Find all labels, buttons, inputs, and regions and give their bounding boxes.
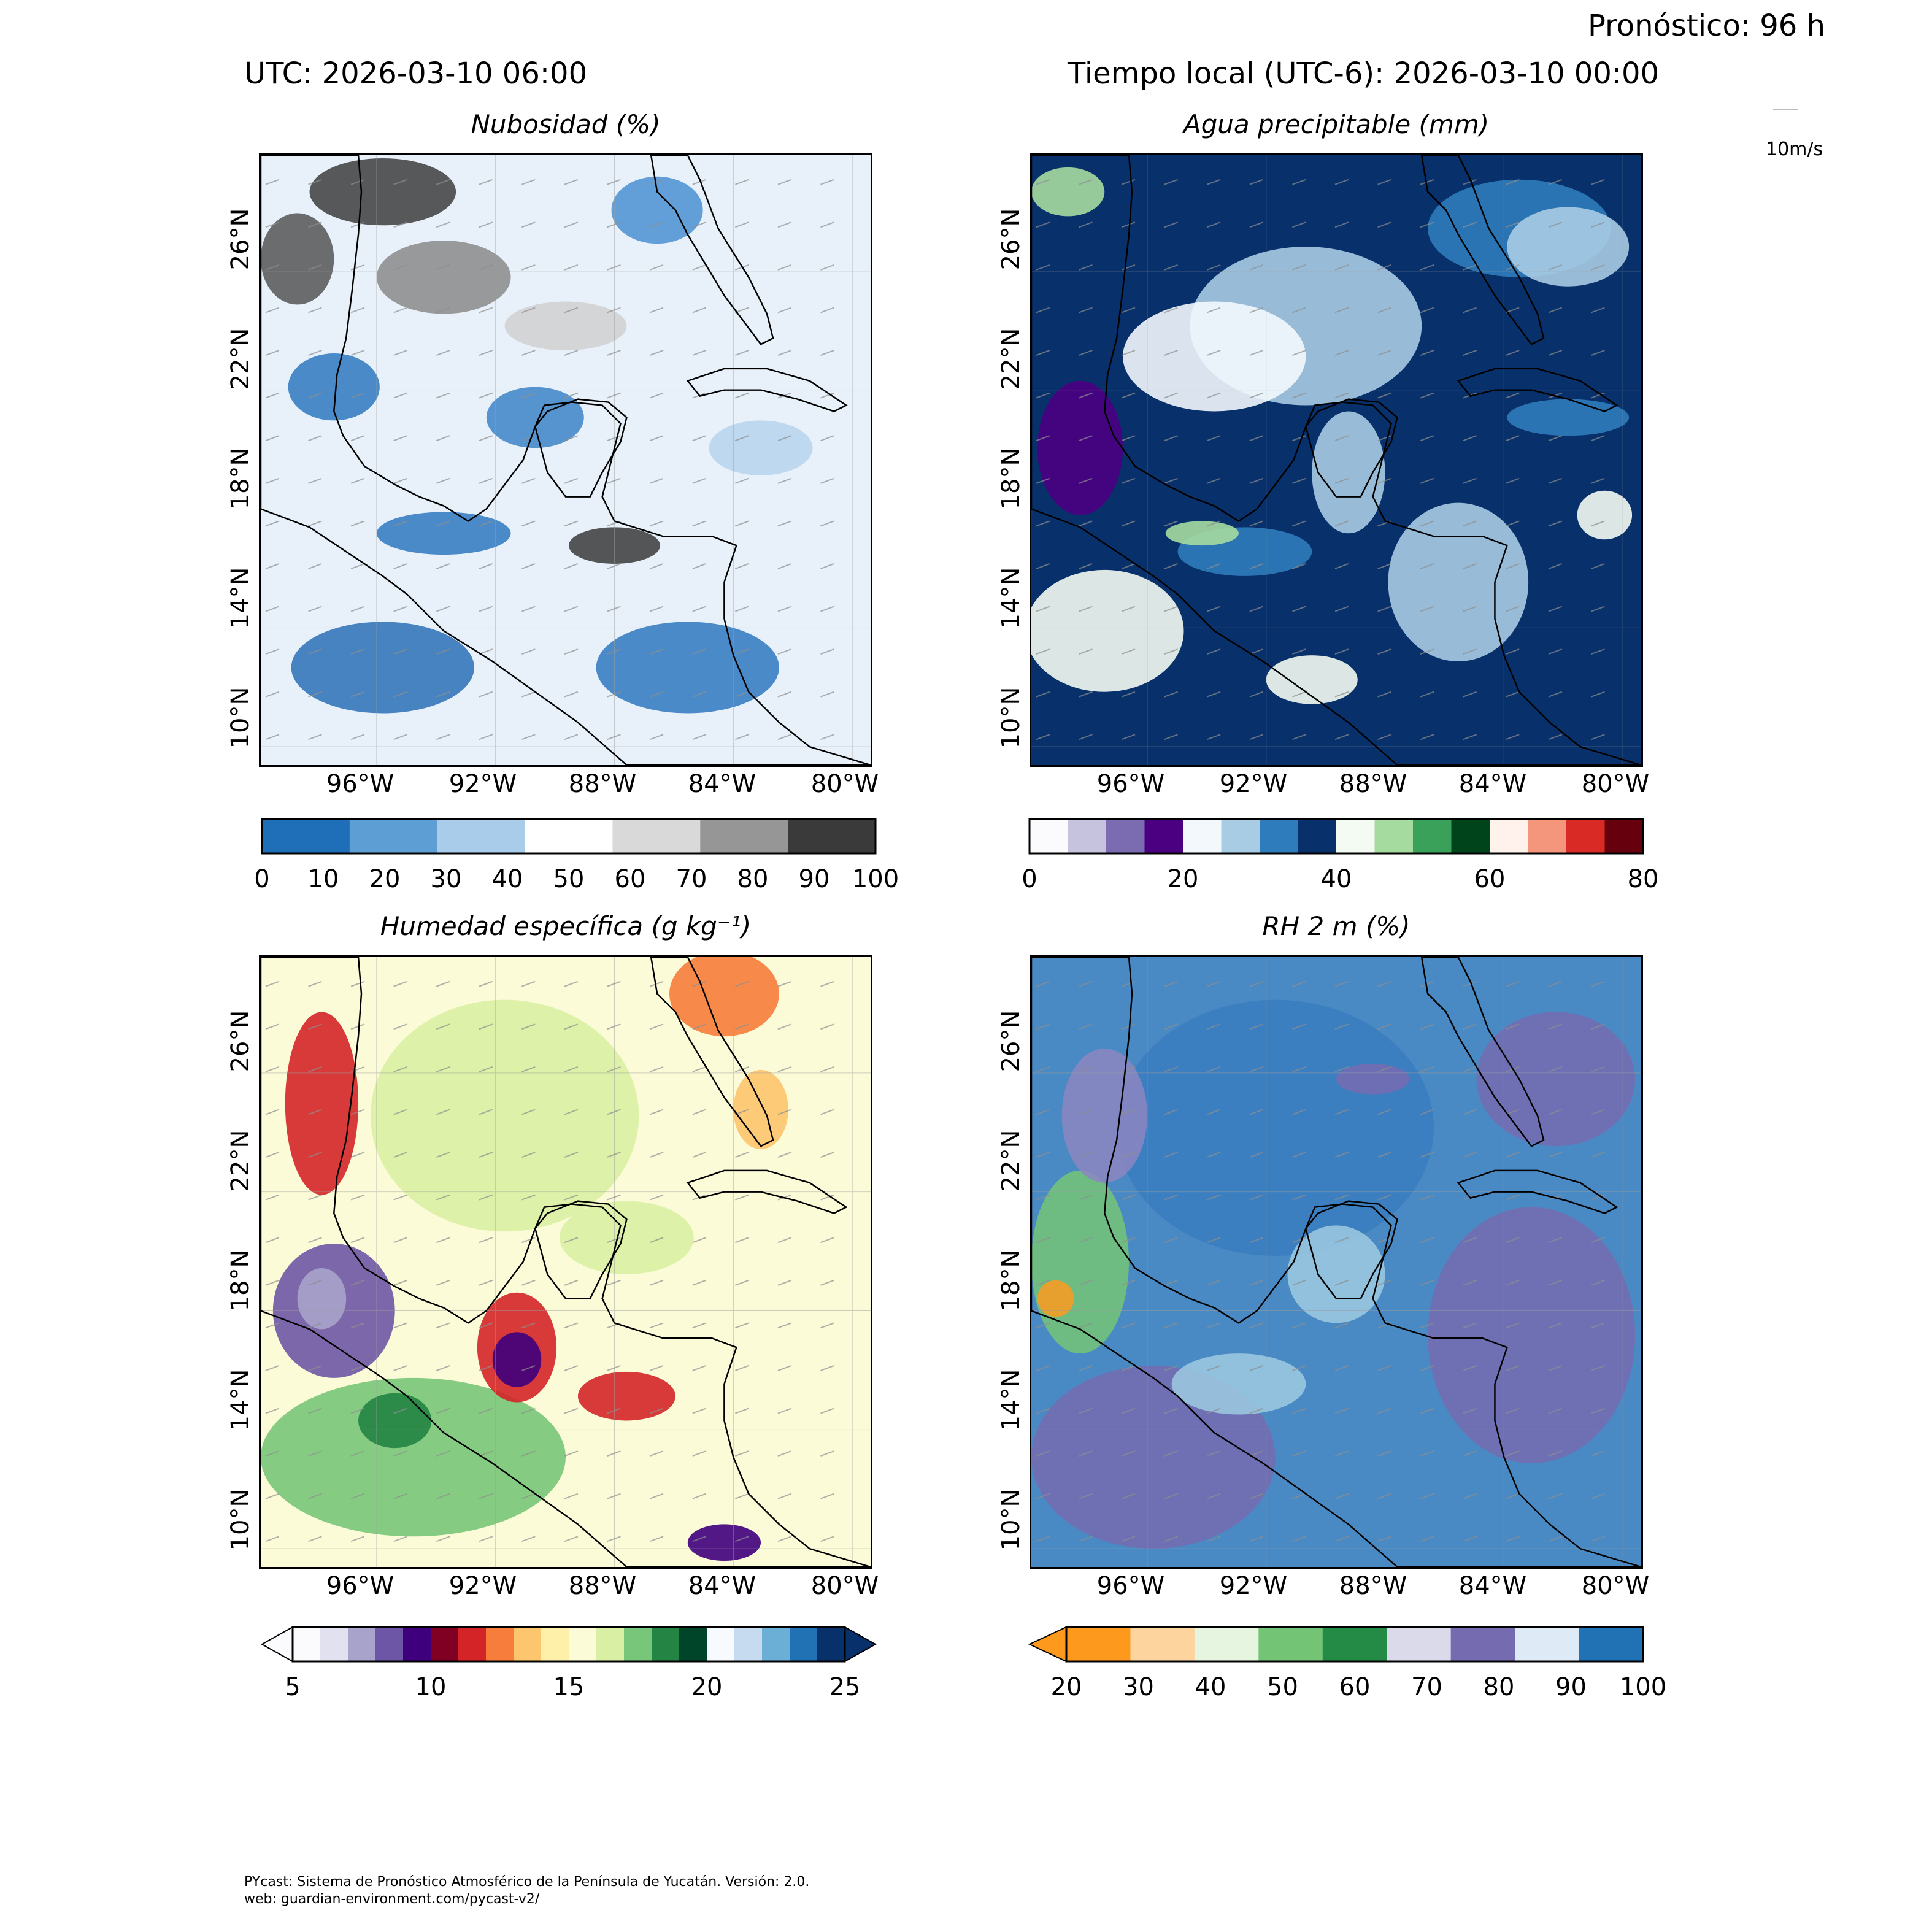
colorbar-tick-label: 30 [1123, 1673, 1154, 1701]
colorbar-tick-label: 5 [285, 1673, 301, 1701]
lon-tick-label: 88°W [1339, 770, 1407, 798]
map-shum-field [261, 957, 871, 1567]
colorbar-tick-label: 50 [1267, 1673, 1298, 1701]
lat-tick-label: 26°N [997, 1010, 1025, 1072]
colorbar-tick-label: 10 [415, 1673, 447, 1701]
lon-tick-label: 84°W [688, 1572, 756, 1600]
credit-line: PYcast: Sistema de Pronóstico Atmosféric… [244, 1874, 810, 1890]
colorbar-tick-label: 90 [1555, 1673, 1587, 1701]
colorbar-tick-label: 100 [852, 865, 899, 893]
lon-tick-label: 96°W [1096, 770, 1165, 798]
lat-tick-label: 10°N [997, 1488, 1025, 1551]
colorbar-tick-label: 0 [1022, 865, 1037, 893]
panel-title-cloud: Nubosidad (%) [471, 109, 661, 139]
colorbar-tick-label: 0 [254, 865, 270, 893]
panel-title-shum: Humedad específica (g kg⁻¹) [380, 911, 752, 941]
lon-tick-label: 80°W [1581, 770, 1650, 798]
lat-tick-label: 26°N [226, 1010, 255, 1072]
lon-tick-label: 96°W [326, 770, 394, 798]
colorbar-tick-label: 70 [1411, 1673, 1442, 1701]
lat-tick-label: 18°N [997, 447, 1025, 510]
colorbar-tick-label: 80 [1483, 1673, 1515, 1701]
colorbar-tick-label: 80 [1627, 865, 1659, 893]
colorbar-rh [1028, 1626, 1644, 1663]
lat-tick-label: 14°N [997, 1369, 1025, 1431]
colorbar-cloud [261, 818, 877, 855]
lon-tick-label: 92°W [1219, 770, 1288, 798]
map-rh-field [1031, 957, 1641, 1567]
colorbar-tick-label: 25 [829, 1673, 861, 1701]
lon-tick-label: 80°W [1581, 1572, 1650, 1600]
lon-tick-label: 92°W [448, 770, 517, 798]
lat-tick-label: 10°N [226, 687, 255, 749]
colorbar-tick-label: 50 [553, 865, 585, 893]
colorbar-pwat [1028, 818, 1644, 855]
lon-tick-label: 92°W [448, 1572, 517, 1600]
lat-tick-label: 14°N [226, 567, 255, 629]
colorbar-tick-label: 80 [737, 865, 769, 893]
lon-tick-label: 80°W [810, 1572, 879, 1600]
lat-tick-label: 22°N [226, 328, 255, 390]
lon-tick-label: 88°W [1339, 1572, 1407, 1600]
map-cloud[interactable] [259, 153, 872, 767]
colorbar-tick-label: 70 [675, 865, 707, 893]
colorbar-shum [260, 1626, 877, 1663]
panel-title-rh: RH 2 m (%) [1262, 911, 1411, 941]
lon-tick-label: 84°W [688, 770, 756, 798]
utc-time: UTC: 2026-03-10 06:00 [244, 56, 588, 91]
colorbar-tick-label: 20 [691, 1673, 723, 1701]
lon-tick-label: 84°W [1458, 1572, 1527, 1600]
lat-tick-label: 22°N [997, 328, 1025, 390]
lat-tick-label: 18°N [226, 447, 255, 510]
lat-tick-label: 10°N [997, 687, 1025, 749]
map-shum[interactable] [259, 955, 872, 1569]
map-pwat[interactable] [1030, 153, 1643, 767]
lat-tick-label: 22°N [997, 1130, 1025, 1192]
local-time: Tiempo local (UTC-6): 2026-03-10 00:00 [1068, 56, 1660, 91]
map-pwat-field [1031, 155, 1641, 765]
lat-tick-label: 18°N [997, 1249, 1025, 1312]
colorbar-tick-label: 40 [491, 865, 523, 893]
lon-tick-label: 84°W [1458, 770, 1527, 798]
lon-tick-label: 96°W [326, 1572, 394, 1600]
colorbar-tick-label: 30 [430, 865, 462, 893]
lat-tick-label: 26°N [997, 208, 1025, 271]
lat-tick-label: 22°N [226, 1130, 255, 1192]
credit-url: web: guardian-environment.com/pycast-v2/ [244, 1892, 540, 1907]
colorbar-tick-label: 60 [614, 865, 646, 893]
colorbar-tick-label: 90 [798, 865, 830, 893]
lat-tick-label: 14°N [226, 1369, 255, 1431]
colorbar-tick-label: 40 [1195, 1673, 1226, 1701]
lon-tick-label: 96°W [1096, 1572, 1165, 1600]
lon-tick-label: 80°W [810, 770, 879, 798]
colorbar-tick-label: 20 [1167, 865, 1199, 893]
colorbar-tick-label: 20 [1050, 1673, 1082, 1701]
wind-reference-label: 10m/s [1766, 139, 1823, 160]
map-rh[interactable] [1030, 955, 1643, 1569]
lat-tick-label: 10°N [226, 1488, 255, 1551]
lon-tick-label: 88°W [568, 1572, 637, 1600]
lat-tick-label: 26°N [226, 208, 255, 271]
colorbar-tick-label: 40 [1320, 865, 1352, 893]
colorbar-tick-label: 10 [307, 865, 339, 893]
lon-tick-label: 88°W [568, 770, 637, 798]
colorbar-tick-label: 100 [1619, 1673, 1667, 1701]
map-cloud-field [261, 155, 871, 765]
colorbar-tick-label: 60 [1474, 865, 1506, 893]
panel-title-pwat: Agua precipitable (mm) [1183, 109, 1490, 139]
colorbar-tick-label: 20 [369, 865, 401, 893]
wind-reference-arrow [1773, 109, 1798, 110]
colorbar-tick-label: 60 [1339, 1673, 1371, 1701]
lat-tick-label: 14°N [997, 567, 1025, 629]
lon-tick-label: 92°W [1219, 1572, 1288, 1600]
forecast-hour: Pronóstico: 96 h [1587, 9, 1825, 43]
lat-tick-label: 18°N [226, 1249, 255, 1312]
colorbar-tick-label: 15 [553, 1673, 585, 1701]
